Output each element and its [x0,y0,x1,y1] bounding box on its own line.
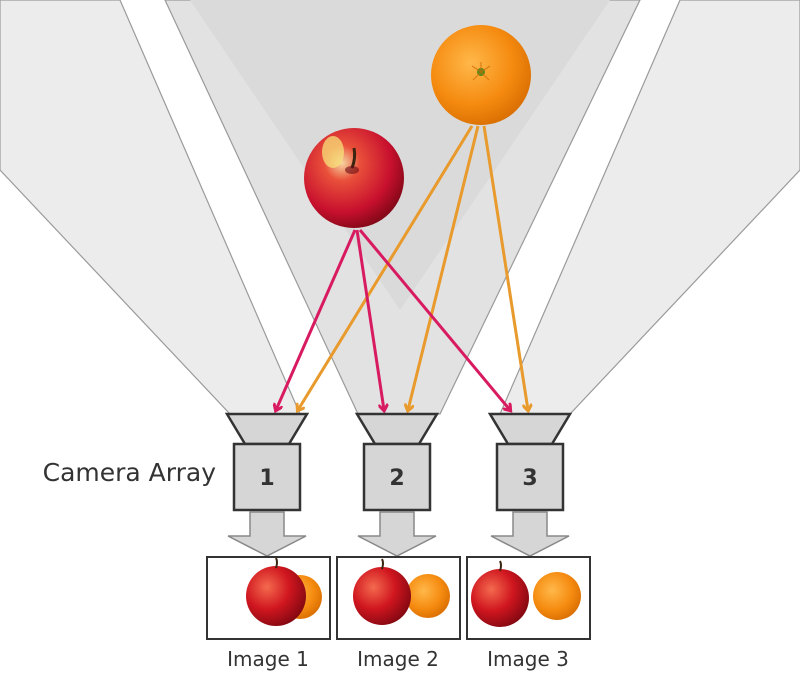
image-2-apple [353,567,411,625]
apple-rays [276,229,510,410]
orange-rays [298,125,528,410]
image-1-caption: Image 1 [227,647,309,671]
captured-image-3 [466,556,591,640]
ray-orange-to-camera-2 [408,125,480,410]
ray-apple-to-camera-2 [355,229,384,410]
ray-orange-to-camera-1 [298,125,474,410]
camera-2-body [362,442,432,512]
camera-1-number: 1 [259,466,274,491]
captured-image-1 [206,556,331,640]
image-2-orange [406,574,450,618]
camera-2: 2 [354,412,440,557]
camera-3: 3 [487,412,573,557]
camera-1-body [232,442,302,512]
camera-array-label: Camera Array [43,458,217,487]
image-3-apple [471,569,529,627]
image-1-apple [246,566,306,626]
image-3-orange [533,572,581,620]
captured-image-2 [336,556,461,640]
camera-2-lens [354,412,440,446]
camera-1-lens [224,412,310,446]
field-of-view-cones [0,0,800,415]
camera-1-output-arrow [227,511,307,557]
camera-2-output-arrow [357,511,437,557]
camera-2-number: 2 [389,466,404,491]
orange-object [431,25,531,125]
camera-3-body [495,442,565,512]
apple-object [304,128,404,228]
camera-1: 1 [224,412,310,557]
camera-3-output-arrow [490,511,570,557]
ray-apple-to-camera-1 [276,229,357,410]
image-2-caption: Image 2 [357,647,439,671]
ray-orange-to-camera-3 [482,125,528,410]
image-3-caption: Image 3 [487,647,569,671]
camera-3-number: 3 [522,466,537,491]
camera-3-lens [487,412,573,446]
ray-apple-to-camera-3 [358,229,510,410]
